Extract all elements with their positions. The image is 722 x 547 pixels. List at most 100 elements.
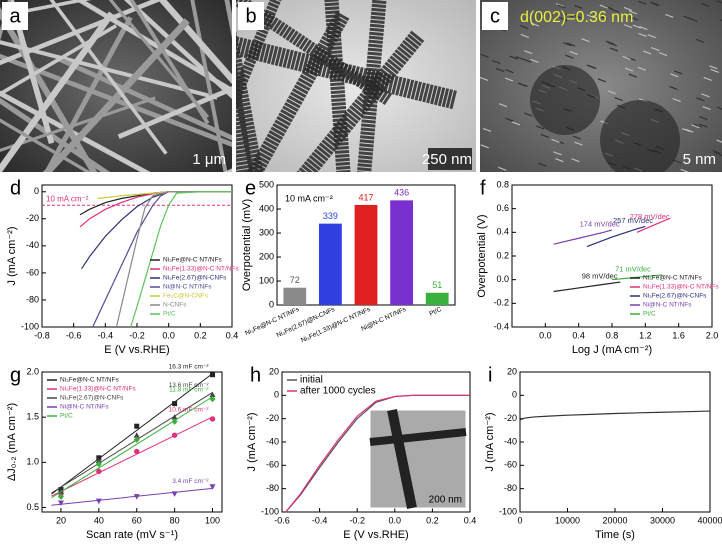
- lattice-fringe: [565, 54, 574, 59]
- x-tick-label: -0.2: [129, 330, 145, 340]
- lattice-fringe: [599, 4, 608, 9]
- lattice-fringe: [716, 0, 722, 4]
- value-label: 339: [323, 211, 338, 221]
- point: [209, 395, 216, 403]
- x-tick-label: 0.4: [572, 330, 585, 340]
- legend-label: Fe₃C@N-CNFs: [163, 293, 209, 300]
- lattice-fringe: [638, 0, 647, 5]
- point: [95, 460, 102, 468]
- y-tick-label: -60: [266, 460, 279, 470]
- legend-label: Ni@N-C NT/NFs: [60, 404, 109, 411]
- lattice-fringe: [700, 2, 710, 7]
- lattice-fringe: [614, 96, 623, 102]
- y-tick-label: -0.2: [493, 298, 509, 308]
- lattice-fringe: [627, 56, 636, 61]
- lattice-fringe: [565, 13, 574, 18]
- point: [209, 391, 216, 398]
- x-tick-label: 0.8: [606, 330, 619, 340]
- lattice-fringe: [629, 16, 639, 21]
- y-tick-label: -40: [504, 436, 517, 446]
- value-label: 72: [290, 275, 300, 285]
- capacitance-label: 10.6 mF cm⁻²: [169, 407, 210, 414]
- x-tick-label: 0.0: [162, 330, 175, 340]
- fiber: [58, 57, 232, 141]
- x-tick-label: 0.2: [426, 515, 439, 525]
- fiber: [0, 24, 118, 97]
- legend-label: Ni₃Fe@N-C NT/NFs: [643, 275, 702, 282]
- value-label: 436: [394, 188, 409, 198]
- lattice-fringe: [524, 112, 533, 117]
- legend-label: after 1000 cycles: [300, 386, 376, 397]
- lattice-fringe: [622, 55, 631, 60]
- point: [95, 457, 102, 464]
- inset-image: [369, 409, 467, 509]
- bar: [354, 204, 378, 305]
- point: [209, 484, 216, 490]
- y-tick-label: -20: [26, 213, 39, 223]
- panel-label: b: [245, 5, 256, 27]
- lattice-fringe: [530, 58, 539, 63]
- y-tick-label: 20: [507, 366, 517, 376]
- lattice-fringe: [716, 139, 722, 143]
- lattice-fringe: [480, 53, 489, 58]
- lattice-fringe: [638, 32, 647, 37]
- point: [57, 493, 64, 500]
- lattice-fringe: [701, 93, 710, 98]
- slope-label: 98 mV/dec: [582, 271, 618, 280]
- dark-particle: [530, 65, 600, 135]
- x-axis-label: Log J (mA cm⁻²): [572, 344, 652, 356]
- panel-label: d: [10, 177, 21, 199]
- lattice-fringe: [696, 97, 705, 102]
- x-tick-label: -0.6: [66, 330, 82, 340]
- lattice-fringe: [574, 4, 583, 10]
- y-axis-label: J (mA cm⁻²): [6, 227, 18, 286]
- fiber: [129, 0, 210, 125]
- fit-line: [51, 391, 213, 494]
- x-tick-label: 60: [132, 515, 142, 525]
- lattice-fringe: [647, 34, 656, 39]
- capacitance-label: 13.6 mF cm⁻²: [169, 382, 210, 389]
- series-line: [285, 394, 470, 513]
- lattice-fringe: [551, 138, 560, 143]
- scale-bar-box: [428, 148, 472, 170]
- legend-label: Ni₃Fe(2.67)@N-CNFs: [60, 395, 124, 402]
- lattice-fringe: [628, 10, 638, 15]
- panel-label: e: [245, 177, 256, 199]
- y-tick-label: -20: [266, 413, 279, 423]
- legend-label: Ni₃Fe@N-C NT/NFs: [163, 257, 222, 264]
- lattice-fringe: [608, 42, 617, 47]
- bar: [390, 200, 413, 305]
- lattice-fringe: [651, 46, 660, 52]
- y-axis-label: ΔJ₀.₂ (mA cm⁻²): [6, 403, 18, 481]
- legend-label: Ni@N-C NT/NFs: [163, 284, 212, 291]
- lattice-fringe: [609, 47, 619, 52]
- lattice-fringe: [495, 67, 505, 72]
- series-line: [115, 191, 232, 328]
- point: [171, 491, 178, 497]
- point: [96, 468, 102, 475]
- lattice-fringe: [712, 149, 721, 154]
- lattice-fringe: [505, 69, 514, 74]
- y-tick-label: 20: [269, 366, 279, 376]
- y-axis-label: J (mA cm⁻²): [246, 413, 258, 472]
- lattice-fringe: [537, 162, 547, 167]
- point: [134, 423, 140, 429]
- x-tick-label: 40000: [697, 515, 722, 525]
- lattice-fringe: [610, 8, 619, 13]
- lattice-fringe: [520, 24, 529, 30]
- x-tick-label: 20000: [602, 515, 627, 525]
- y-tick-label: -40: [26, 240, 39, 250]
- fiber: [357, 0, 387, 172]
- inset-scale: 200 nm: [429, 495, 462, 506]
- y-tick-label: -100: [261, 506, 279, 516]
- lattice-fringe: [673, 159, 682, 164]
- fiber: [108, 0, 210, 119]
- lattice-fringe: [504, 77, 514, 82]
- capacitance-label: 3.4 mF cm⁻²: [172, 478, 209, 485]
- fiber: [246, 11, 350, 172]
- fiber: [236, 0, 282, 111]
- slope-label: 257 mV/dec: [613, 216, 653, 225]
- point: [171, 432, 178, 438]
- y-tick-label: 2.0: [26, 366, 39, 376]
